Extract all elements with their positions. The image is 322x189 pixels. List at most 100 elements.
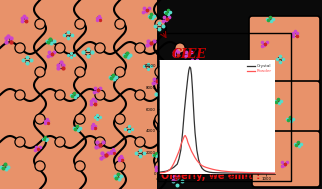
- Powder: [206, 167, 210, 169]
- Crystal: [273, 172, 277, 175]
- Circle shape: [176, 44, 184, 52]
- Circle shape: [135, 43, 145, 53]
- Powder: [229, 171, 233, 173]
- Crystal: [191, 103, 195, 105]
- Circle shape: [55, 90, 65, 100]
- Circle shape: [76, 20, 84, 28]
- Circle shape: [116, 20, 124, 28]
- Circle shape: [35, 114, 45, 124]
- Powder: [179, 144, 183, 146]
- Circle shape: [35, 67, 45, 77]
- Circle shape: [56, 44, 64, 52]
- Crystal: [202, 169, 206, 171]
- Circle shape: [76, 68, 84, 76]
- Circle shape: [36, 115, 44, 123]
- Circle shape: [36, 68, 44, 76]
- Circle shape: [175, 43, 185, 53]
- Circle shape: [95, 137, 105, 147]
- Powder: [264, 172, 268, 174]
- Circle shape: [116, 162, 124, 170]
- Crystal: [157, 171, 161, 173]
- Powder: [188, 146, 192, 148]
- Circle shape: [95, 43, 105, 53]
- Circle shape: [116, 68, 124, 76]
- Circle shape: [75, 19, 85, 29]
- Circle shape: [175, 137, 185, 147]
- FancyBboxPatch shape: [249, 16, 320, 82]
- Crystal: [186, 76, 190, 78]
- Circle shape: [16, 138, 24, 146]
- Circle shape: [156, 20, 164, 28]
- Text: CIEE: CIEE: [172, 47, 207, 60]
- Crystal: [181, 132, 185, 134]
- Crystal: [189, 67, 193, 69]
- Crystal: [211, 171, 215, 174]
- Circle shape: [76, 115, 84, 123]
- Powder: [184, 136, 188, 138]
- Powder: [207, 167, 211, 170]
- Circle shape: [75, 161, 85, 171]
- Circle shape: [135, 90, 145, 100]
- Powder: [200, 165, 204, 167]
- Circle shape: [136, 138, 144, 146]
- Circle shape: [36, 20, 44, 28]
- Powder: [204, 166, 208, 168]
- Crystal: [192, 119, 196, 121]
- Circle shape: [36, 162, 44, 170]
- Circle shape: [96, 91, 104, 99]
- Powder: [163, 171, 167, 173]
- Powder: [183, 134, 187, 137]
- Circle shape: [156, 68, 164, 76]
- Powder: [182, 137, 185, 139]
- Circle shape: [35, 19, 45, 29]
- Circle shape: [136, 44, 144, 52]
- Powder: [211, 168, 215, 170]
- Powder: [190, 150, 194, 152]
- Powder: [198, 163, 202, 166]
- Circle shape: [135, 137, 145, 147]
- Crystal: [198, 164, 202, 166]
- Crystal: [168, 168, 172, 171]
- Powder: [177, 150, 181, 152]
- Text: Orderly, we emit !: Orderly, we emit !: [161, 171, 260, 181]
- Powder: [168, 168, 172, 170]
- FancyBboxPatch shape: [249, 81, 320, 132]
- FancyBboxPatch shape: [0, 0, 200, 189]
- Circle shape: [96, 138, 104, 146]
- Powder: [175, 154, 179, 157]
- Circle shape: [155, 67, 165, 77]
- Circle shape: [15, 90, 25, 100]
- Crystal: [184, 92, 188, 94]
- Crystal: [190, 73, 194, 76]
- Circle shape: [55, 137, 65, 147]
- Crystal: [229, 172, 233, 174]
- Circle shape: [155, 114, 165, 124]
- Crystal: [193, 132, 197, 134]
- Line: Powder: Powder: [159, 136, 275, 173]
- Crystal: [220, 172, 224, 174]
- Circle shape: [175, 90, 185, 100]
- Powder: [174, 159, 177, 161]
- FancyBboxPatch shape: [157, 0, 322, 189]
- Line: Crystal: Crystal: [159, 67, 275, 174]
- Crystal: [190, 86, 194, 89]
- Powder: [273, 172, 277, 174]
- Circle shape: [35, 161, 45, 171]
- Crystal: [175, 163, 179, 165]
- Circle shape: [136, 91, 144, 99]
- Circle shape: [56, 91, 64, 99]
- Crystal: [207, 171, 211, 173]
- Powder: [178, 147, 182, 150]
- Powder: [197, 161, 201, 164]
- Circle shape: [15, 137, 25, 147]
- Circle shape: [115, 161, 125, 171]
- Crystal: [264, 172, 268, 174]
- Circle shape: [96, 44, 104, 52]
- Crystal: [179, 149, 183, 151]
- Powder: [166, 170, 170, 172]
- Circle shape: [115, 19, 125, 29]
- Powder: [172, 163, 175, 165]
- Powder: [202, 165, 206, 168]
- Crystal: [247, 172, 251, 174]
- Circle shape: [116, 115, 124, 123]
